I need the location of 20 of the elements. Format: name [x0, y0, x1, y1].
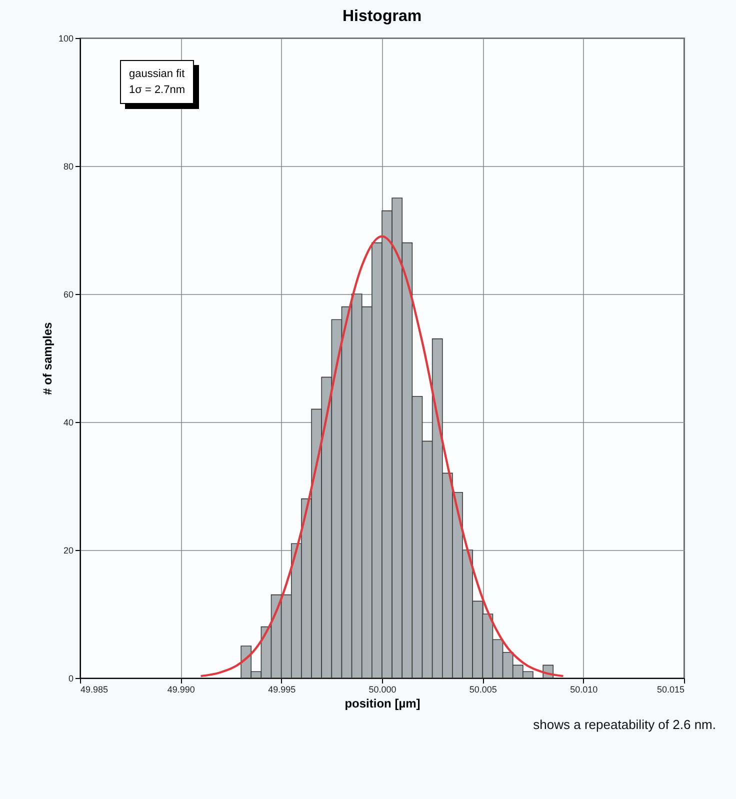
- x-tick-label: 49.995: [268, 684, 296, 694]
- y-tick-label: 100: [58, 34, 74, 44]
- line-series: [200, 235, 564, 678]
- x-tick-label: 49.985: [80, 684, 108, 694]
- x-tick-label: 50.015: [656, 684, 684, 694]
- annotation: gaussian fit: [129, 67, 186, 82]
- text: shows a repeatability of 2.6 nm.: [532, 717, 716, 732]
- x-tick-label: 50.010: [570, 684, 598, 694]
- x-tick-label: 49.990: [167, 684, 195, 694]
- chart-title: Histogram: [342, 8, 422, 25]
- y-tick-label: 20: [63, 546, 74, 556]
- y-tick-label: 40: [63, 418, 74, 428]
- annotation: 1σ = 2.7nm: [129, 83, 186, 98]
- x-tick-label: 50.000: [368, 684, 396, 694]
- y-tick-label: 80: [63, 162, 74, 172]
- y-tick-label: 60: [63, 290, 74, 300]
- x-axis-title: position [µm]: [344, 696, 420, 710]
- x-tick-label: 50.005: [469, 684, 497, 694]
- y-tick-label: 0: [68, 674, 74, 684]
- y-axis-title: # of samples: [40, 322, 54, 395]
